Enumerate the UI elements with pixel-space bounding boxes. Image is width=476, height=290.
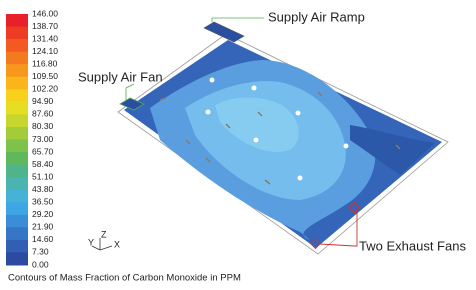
caption: Contours of Mass Fraction of Carbon Mono… <box>8 273 241 284</box>
vent <box>254 138 259 143</box>
legend-label: 21.90 <box>32 222 54 232</box>
color-band <box>6 89 28 102</box>
vent <box>252 86 257 91</box>
legend-label: 124.10 <box>32 46 58 56</box>
callout-label: Supply Air Ramp <box>268 9 365 24</box>
color-band <box>6 127 28 140</box>
axis-label: X <box>114 239 120 249</box>
axis-triad <box>92 238 112 250</box>
vent <box>298 176 303 181</box>
legend-label: 58.40 <box>32 159 54 169</box>
legend-label: 138.70 <box>32 21 58 31</box>
color-band <box>6 227 28 240</box>
contour-plot <box>118 22 448 254</box>
legend-label: 73.00 <box>32 134 54 144</box>
colorbar: 146.00 138.70 131.40 124.10 116.80 109.50 102.… <box>6 8 58 269</box>
legend-label: 109.50 <box>32 71 58 81</box>
callout-line <box>212 18 264 22</box>
callout-line <box>320 244 354 246</box>
color-band <box>6 102 28 115</box>
legend-label: 43.80 <box>32 184 54 194</box>
color-band <box>6 215 28 228</box>
legend-label: 131.40 <box>32 33 58 43</box>
page: {"legend": {"labels": ["146.00", "138.70… <box>0 0 476 285</box>
legend-label: 94.90 <box>32 96 54 106</box>
color-band <box>6 14 28 27</box>
vent <box>296 111 301 116</box>
axis-line <box>100 246 112 250</box>
legend-label: 51.10 <box>32 171 54 181</box>
color-band <box>6 152 28 165</box>
color-band <box>6 77 28 90</box>
supply-ramp <box>204 22 244 42</box>
callout-line <box>354 211 357 246</box>
figure: 146.00 138.70 131.40 124.10 116.80 109.50 102.… <box>0 0 476 285</box>
color-band <box>6 52 28 65</box>
color-band <box>6 114 28 127</box>
legend-label: 102.20 <box>32 84 58 94</box>
color-band <box>6 140 28 153</box>
color-band <box>6 240 28 253</box>
color-band <box>6 202 28 215</box>
color-band <box>6 252 28 265</box>
color-band <box>6 190 28 203</box>
legend-label: 0.00 <box>32 259 49 269</box>
legend-label: 14.60 <box>32 234 54 244</box>
axis-label: Z <box>101 229 107 239</box>
legend-label: 80.30 <box>32 121 54 131</box>
legend-label: 146.00 <box>32 8 58 18</box>
legend-label: 36.50 <box>32 197 54 207</box>
legend-label: 29.20 <box>32 209 54 219</box>
callout-label: Supply Air Fan <box>78 69 163 84</box>
color-band <box>6 27 28 40</box>
vent <box>206 110 211 115</box>
vent <box>344 144 349 149</box>
legend-label: 87.60 <box>32 109 54 119</box>
axis-label: Y <box>88 237 94 247</box>
color-band <box>6 39 28 52</box>
color-band <box>6 165 28 178</box>
color-band <box>6 64 28 77</box>
legend-label: 65.70 <box>32 146 54 156</box>
color-band <box>6 177 28 190</box>
legend-label: 7.30 <box>32 247 49 257</box>
legend-label: 116.80 <box>32 58 58 68</box>
vent <box>210 78 215 83</box>
callout-label: Two Exhaust Fans <box>359 238 466 253</box>
